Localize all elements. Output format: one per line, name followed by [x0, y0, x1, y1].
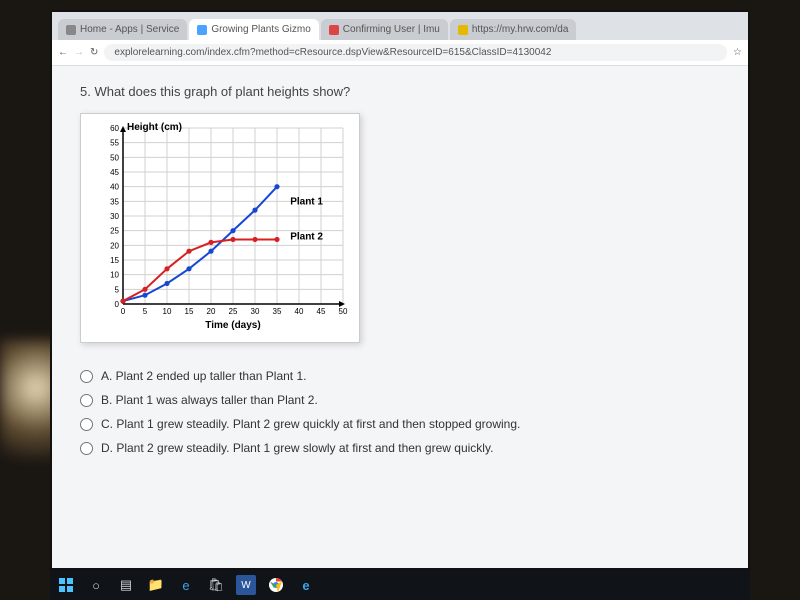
- tab-label: Home - Apps | Service: [80, 24, 179, 35]
- address-bar: ← → ↻ explorelearning.com/index.cfm?meth…: [52, 40, 748, 66]
- option-label: C. Plant 1 grew steadily. Plant 2 grew q…: [101, 417, 520, 431]
- svg-text:5: 5: [115, 285, 120, 294]
- svg-text:20: 20: [110, 241, 119, 250]
- svg-text:40: 40: [110, 183, 119, 192]
- word-icon[interactable]: W: [236, 575, 256, 595]
- svg-text:0: 0: [115, 300, 120, 309]
- favicon: [458, 25, 468, 35]
- tab-label: Growing Plants Gizmo: [211, 24, 310, 35]
- edge-icon[interactable]: e: [176, 575, 196, 595]
- tab-hrw[interactable]: https://my.hrw.com/da: [450, 19, 577, 40]
- favicon: [66, 25, 76, 35]
- radio-d[interactable]: [80, 442, 93, 455]
- start-icon[interactable]: [56, 575, 76, 595]
- chrome-icon[interactable]: [266, 575, 286, 595]
- tab-confirm[interactable]: Confirming User | Imu: [321, 19, 448, 40]
- task-view-icon[interactable]: ▤: [116, 575, 136, 595]
- windows-taskbar: ○ ▤ 📁 e 🛍 W e: [50, 570, 750, 600]
- svg-text:60: 60: [110, 124, 119, 133]
- favicon: [329, 25, 339, 35]
- search-icon[interactable]: ○: [86, 575, 106, 595]
- svg-text:30: 30: [110, 212, 119, 221]
- svg-text:25: 25: [110, 227, 119, 236]
- svg-text:0: 0: [121, 307, 126, 316]
- star-icon[interactable]: ☆: [733, 47, 742, 58]
- svg-text:55: 55: [110, 139, 119, 148]
- favicon: [197, 25, 207, 35]
- svg-text:5: 5: [143, 307, 148, 316]
- option-c[interactable]: C. Plant 1 grew steadily. Plant 2 grew q…: [80, 417, 720, 431]
- svg-text:Time (days): Time (days): [205, 320, 260, 331]
- option-label: B. Plant 1 was always taller than Plant …: [101, 393, 318, 407]
- svg-text:15: 15: [185, 307, 194, 316]
- svg-text:Plant 2: Plant 2: [290, 231, 323, 242]
- svg-text:45: 45: [317, 307, 326, 316]
- radio-c[interactable]: [80, 418, 93, 431]
- url-input[interactable]: explorelearning.com/index.cfm?method=cRe…: [104, 44, 727, 61]
- folder-icon[interactable]: 📁: [146, 575, 166, 595]
- reload-icon[interactable]: ↻: [90, 47, 98, 58]
- option-label: D. Plant 2 grew steadily. Plant 1 grew s…: [101, 441, 493, 455]
- svg-text:45: 45: [110, 168, 119, 177]
- nav-forward-icon[interactable]: →: [74, 47, 84, 58]
- svg-text:10: 10: [110, 271, 119, 280]
- option-d[interactable]: D. Plant 2 grew steadily. Plant 1 grew s…: [80, 441, 720, 455]
- option-a[interactable]: A. Plant 2 ended up taller than Plant 1.: [80, 369, 720, 383]
- browser-window: Home - Apps | Service Growing Plants Giz…: [50, 10, 750, 570]
- option-label: A. Plant 2 ended up taller than Plant 1.: [101, 369, 306, 383]
- chart-svg: 0 5 10 15 20 25 30 35 40 45 50 0 5 10 15 20 25 30 35 40 45 50…: [89, 122, 349, 332]
- radio-a[interactable]: [80, 370, 93, 383]
- svg-text:40: 40: [295, 307, 304, 316]
- store-icon[interactable]: 🛍: [206, 575, 226, 595]
- answer-list: A. Plant 2 ended up taller than Plant 1.…: [80, 369, 720, 455]
- plant-height-chart: 0 5 10 15 20 25 30 35 40 45 50 0 5 10 15 20 25 30 35 40 45 50…: [80, 113, 360, 343]
- svg-text:25: 25: [229, 307, 238, 316]
- svg-text:20: 20: [207, 307, 216, 316]
- tab-strip: Home - Apps | Service Growing Plants Giz…: [52, 12, 748, 40]
- svg-text:Plant 1: Plant 1: [290, 196, 323, 207]
- tab-label: https://my.hrw.com/da: [472, 24, 569, 35]
- tab-home[interactable]: Home - Apps | Service: [58, 19, 187, 40]
- option-b[interactable]: B. Plant 1 was always taller than Plant …: [80, 393, 720, 407]
- svg-text:30: 30: [251, 307, 260, 316]
- radio-b[interactable]: [80, 394, 93, 407]
- svg-text:50: 50: [110, 153, 119, 162]
- ie-icon[interactable]: e: [296, 575, 316, 595]
- nav-back-icon[interactable]: ←: [58, 47, 68, 58]
- svg-text:15: 15: [110, 256, 119, 265]
- svg-text:10: 10: [163, 307, 172, 316]
- tab-label: Confirming User | Imu: [343, 24, 440, 35]
- question-text: 5. What does this graph of plant heights…: [80, 84, 720, 99]
- svg-text:50: 50: [339, 307, 348, 316]
- svg-text:35: 35: [110, 197, 119, 206]
- tab-gizmo[interactable]: Growing Plants Gizmo: [189, 19, 318, 40]
- svg-text:Height (cm): Height (cm): [127, 122, 182, 133]
- page-content: 5. What does this graph of plant heights…: [52, 66, 748, 568]
- svg-text:35: 35: [273, 307, 282, 316]
